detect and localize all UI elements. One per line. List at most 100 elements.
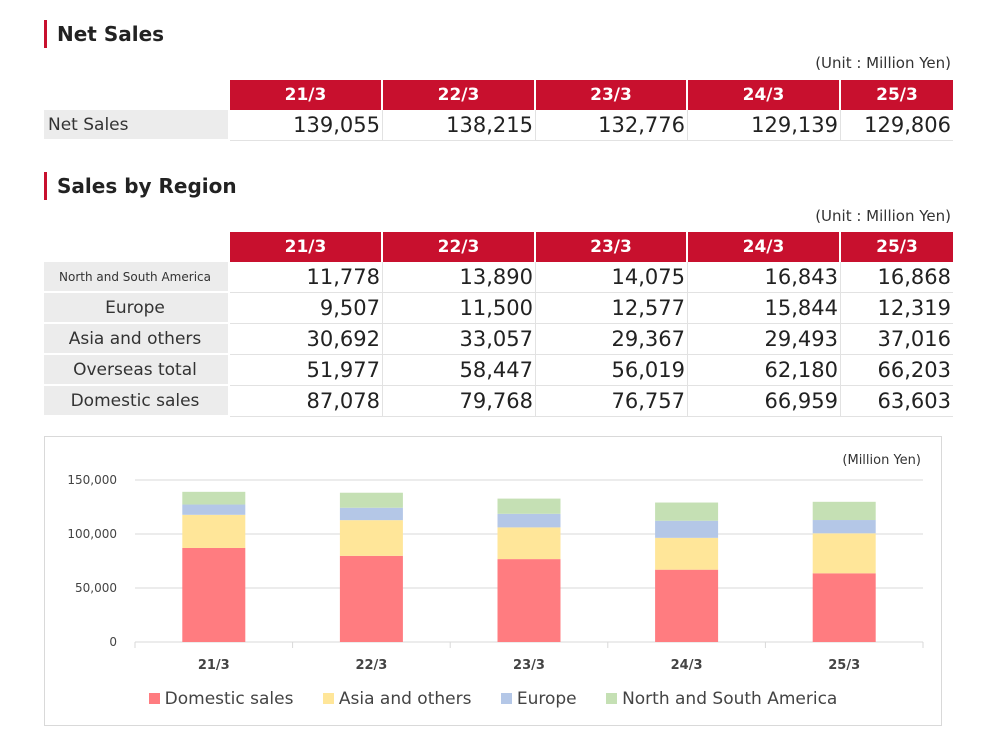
table-cell: 139,055 xyxy=(230,110,383,141)
table-cell: 87,078 xyxy=(230,386,383,417)
table-row: Europe 9,507 11,500 12,577 15,844 12,319 xyxy=(44,293,953,324)
table-cell: 66,959 xyxy=(688,386,841,417)
table-cell: 51,977 xyxy=(230,355,383,386)
header-corner xyxy=(44,232,230,262)
sales-chart: (Million Yen) 0 50,000 100,000 150,000 21/3 2… xyxy=(44,436,942,726)
table-cell: 37,016 xyxy=(841,324,953,355)
table-cell: 79,768 xyxy=(383,386,536,417)
region-unit-label: (Unit : Million Yen) xyxy=(815,207,951,225)
y-tick-label: 100,000 xyxy=(67,527,117,541)
bar-segment xyxy=(497,513,561,528)
bar-segment xyxy=(655,520,719,538)
table-cell: 129,139 xyxy=(688,110,841,141)
table-cell: 15,844 xyxy=(688,293,841,324)
legend-swatch xyxy=(606,693,618,704)
table-row: North and South America 11,778 13,890 14… xyxy=(44,262,953,293)
header-year: 23/3 xyxy=(536,232,688,262)
table-cell: 76,757 xyxy=(536,386,688,417)
header-year: 21/3 xyxy=(230,232,383,262)
chart-plot: 0 50,000 100,000 150,000 21/3 22/3 23/3 24/3 25/… xyxy=(67,473,924,673)
table-cell: 11,500 xyxy=(383,293,536,324)
bar-segment xyxy=(812,520,876,534)
table-row: Overseas total 51,977 58,447 56,019 62,1… xyxy=(44,355,953,386)
table-row: Domestic sales 87,078 79,768 76,757 66,9… xyxy=(44,386,953,417)
y-tick-label: 50,000 xyxy=(75,581,117,595)
bar-segment xyxy=(812,533,876,574)
table-row: Asia and others 30,692 33,057 29,367 29,… xyxy=(44,324,953,355)
header-year: 25/3 xyxy=(841,232,953,262)
header-year: 25/3 xyxy=(841,80,953,110)
bar-segment xyxy=(182,514,246,548)
header-year: 24/3 xyxy=(688,80,841,110)
table-cell: 29,493 xyxy=(688,324,841,355)
table-cell: 9,507 xyxy=(230,293,383,324)
legend-swatch xyxy=(322,693,334,704)
bar-segment xyxy=(339,520,403,556)
table-cell: 12,319 xyxy=(841,293,953,324)
x-tick-label: 23/3 xyxy=(513,658,545,673)
bar-segment xyxy=(812,573,876,642)
bar-segment xyxy=(497,498,561,514)
region-table: 21/3 22/3 23/3 24/3 25/3 North and South… xyxy=(44,232,953,417)
legend-item: Europe xyxy=(500,689,577,709)
bar-segment xyxy=(812,501,876,521)
net-sales-title: Net Sales xyxy=(44,20,164,48)
y-tick-label: 0 xyxy=(109,635,117,649)
bar-segment xyxy=(655,537,719,570)
header-year: 22/3 xyxy=(383,232,536,262)
table-cell: 11,778 xyxy=(230,262,383,293)
bar-segment xyxy=(655,569,719,642)
table-cell: 66,203 xyxy=(841,355,953,386)
table-cell: 58,447 xyxy=(383,355,536,386)
header-year: 24/3 xyxy=(688,232,841,262)
table-cell: 132,776 xyxy=(536,110,688,141)
row-label: Domestic sales xyxy=(44,386,230,417)
legend-swatch xyxy=(500,693,512,704)
legend-item: Asia and others xyxy=(322,689,471,709)
bar-segment xyxy=(339,555,403,642)
y-tick-label: 150,000 xyxy=(67,473,117,487)
header-year: 21/3 xyxy=(230,80,383,110)
bar-segment xyxy=(339,492,403,508)
chart-legend: Domestic sales Asia and others Europe No… xyxy=(45,689,941,709)
bar-segment xyxy=(182,547,246,642)
bar-segment xyxy=(655,502,719,521)
table-cell: 16,843 xyxy=(688,262,841,293)
table-row: Net Sales 139,055 138,215 132,776 129,13… xyxy=(44,110,953,141)
table-cell: 33,057 xyxy=(383,324,536,355)
x-tick-label: 25/3 xyxy=(828,658,860,673)
net-sales-unit-label: (Unit : Million Yen) xyxy=(815,54,951,72)
x-tick-label: 24/3 xyxy=(671,658,703,673)
bar-segment xyxy=(497,559,561,642)
table-cell: 129,806 xyxy=(841,110,953,141)
table-cell: 63,603 xyxy=(841,386,953,417)
header-corner xyxy=(44,80,230,110)
bar-segment xyxy=(182,491,246,505)
legend-label: Europe xyxy=(516,689,577,709)
sales-by-region-title: Sales by Region xyxy=(44,172,237,200)
legend-label: Domestic sales xyxy=(164,689,294,709)
header-year: 22/3 xyxy=(383,80,536,110)
table-cell: 16,868 xyxy=(841,262,953,293)
table-cell: 13,890 xyxy=(383,262,536,293)
legend-item: Domestic sales xyxy=(148,689,294,709)
net-sales-table: 21/3 22/3 23/3 24/3 25/3 Net Sales 139,0… xyxy=(44,80,953,141)
row-label: Net Sales xyxy=(44,110,230,141)
header-year: 23/3 xyxy=(536,80,688,110)
region-header-row: 21/3 22/3 23/3 24/3 25/3 xyxy=(44,232,953,262)
legend-swatch xyxy=(148,693,160,704)
row-label: Europe xyxy=(44,293,230,324)
legend-label: North and South America xyxy=(622,689,838,709)
bar-segment xyxy=(339,507,403,521)
row-label: Asia and others xyxy=(44,324,230,355)
net-sales-header-row: 21/3 22/3 23/3 24/3 25/3 xyxy=(44,80,953,110)
table-cell: 30,692 xyxy=(230,324,383,355)
legend-item: North and South America xyxy=(606,689,837,709)
table-cell: 56,019 xyxy=(536,355,688,386)
table-cell: 12,577 xyxy=(536,293,688,324)
row-label: Overseas total xyxy=(44,355,230,386)
x-tick-label: 21/3 xyxy=(198,658,230,673)
bar-segment xyxy=(497,527,561,560)
table-cell: 62,180 xyxy=(688,355,841,386)
table-cell: 29,367 xyxy=(536,324,688,355)
